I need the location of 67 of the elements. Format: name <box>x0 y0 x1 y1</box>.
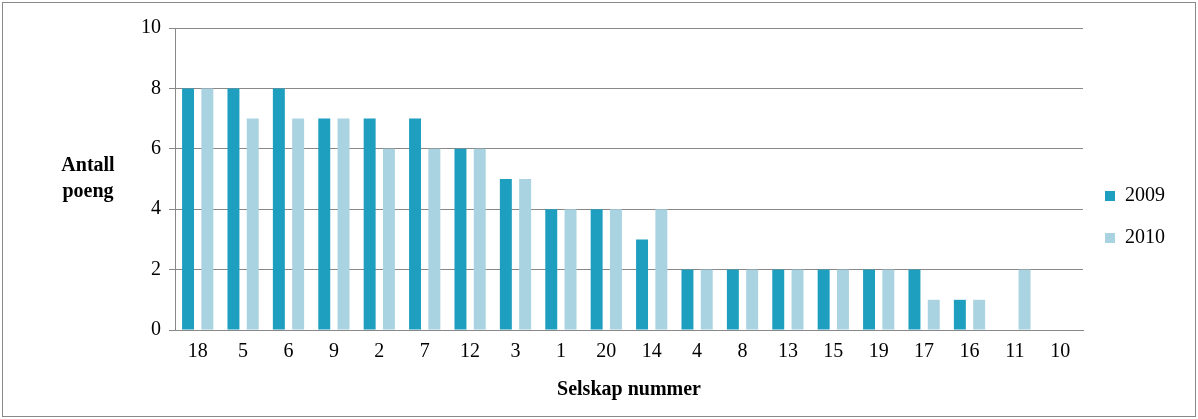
bar <box>953 299 966 330</box>
bar <box>636 239 649 330</box>
bar <box>817 269 830 330</box>
bar <box>227 88 240 330</box>
x-tick-label: 11 <box>1005 339 1025 362</box>
bar <box>700 269 713 330</box>
y-tick-label: 0 <box>151 317 161 340</box>
x-tick-label: 18 <box>187 339 208 362</box>
bar <box>272 88 285 330</box>
x-tick-label: 5 <box>238 339 249 362</box>
x-tick-label: 15 <box>823 339 844 362</box>
bar <box>772 269 785 330</box>
bar <box>337 118 350 330</box>
bar <box>363 118 376 330</box>
y-tick-label: 6 <box>151 136 161 159</box>
bar <box>746 269 759 330</box>
bar <box>973 299 986 330</box>
x-tick-label: 14 <box>641 339 662 362</box>
bar <box>473 148 486 330</box>
bar <box>428 148 441 330</box>
bar <box>927 299 940 330</box>
legend-label: 2010 <box>1125 225 1165 248</box>
bar <box>519 179 532 330</box>
bar <box>681 269 694 330</box>
bar <box>318 118 331 330</box>
y-tick-label: 8 <box>151 75 161 98</box>
bar <box>908 269 921 330</box>
x-tick-label: 9 <box>328 339 339 362</box>
bar <box>1018 269 1031 330</box>
x-tick-label: 4 <box>692 339 703 362</box>
x-tick-label: 6 <box>283 339 294 362</box>
y-axis-title: Antall poeng <box>61 153 116 203</box>
x-tick-label: 17 <box>914 339 935 362</box>
bar <box>292 118 305 330</box>
bar <box>454 148 467 330</box>
x-tick-label: 19 <box>868 339 889 362</box>
x-tick-label: 8 <box>737 339 748 362</box>
bar <box>246 118 259 330</box>
bar <box>382 148 395 330</box>
bar <box>564 209 577 330</box>
bar <box>655 209 668 330</box>
bar <box>609 209 622 330</box>
bar <box>791 269 804 330</box>
x-tick-label: 1 <box>555 339 566 362</box>
bar <box>409 118 422 330</box>
bar <box>201 88 214 330</box>
x-tick-label: 16 <box>959 339 980 362</box>
bar <box>545 209 558 330</box>
x-axis-title: Selskap nummer <box>557 377 702 401</box>
bar <box>182 88 195 330</box>
bar <box>499 179 512 330</box>
x-tick-label: 20 <box>596 339 617 362</box>
y-tick-label: 2 <box>151 256 161 279</box>
bar <box>836 269 849 330</box>
legend-label: 2009 <box>1125 183 1165 206</box>
x-tick-label: 3 <box>510 339 521 362</box>
x-tick-label: 2 <box>374 339 385 362</box>
x-tick-label: 10 <box>1050 339 1071 362</box>
x-tick-label: 7 <box>419 339 430 362</box>
x-tick-label: 12 <box>460 339 481 362</box>
bar <box>726 269 739 330</box>
bar <box>590 209 603 330</box>
y-tick-label: 4 <box>151 196 161 219</box>
bar <box>882 269 895 330</box>
bar <box>863 269 876 330</box>
y-tick-label: 10 <box>141 15 161 38</box>
x-tick-label: 13 <box>777 339 798 362</box>
